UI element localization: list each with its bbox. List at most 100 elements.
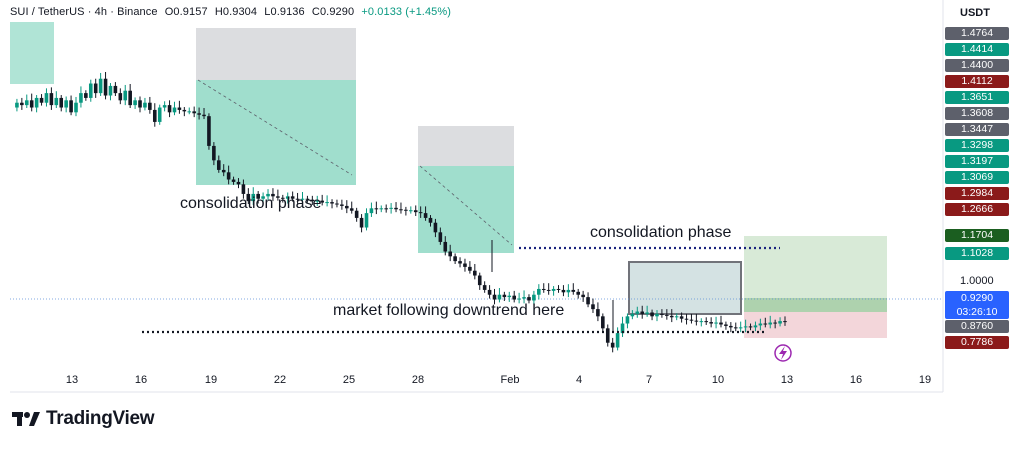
candle-body	[758, 323, 763, 326]
candle-body	[492, 294, 497, 300]
candle-body	[148, 102, 152, 110]
candle-body	[103, 78, 108, 96]
candle-body	[512, 295, 517, 300]
candle-body	[335, 203, 339, 205]
candle-body	[655, 313, 659, 317]
candles-layer	[15, 72, 787, 353]
symbol-label[interactable]: SUI / TetherUS · 4h · Binance	[10, 6, 158, 18]
candle-body	[226, 172, 231, 180]
candle-body	[487, 289, 492, 295]
candle-body	[413, 210, 418, 213]
candle-body	[310, 199, 315, 202]
trend-line-2	[419, 165, 513, 246]
candle-body	[753, 325, 758, 328]
candle-body	[625, 316, 630, 324]
candle-body	[295, 198, 300, 200]
zone-teal-2	[418, 166, 514, 253]
candle-body	[709, 322, 713, 324]
trend-line-1	[197, 79, 353, 176]
candle-body	[93, 83, 98, 94]
price-axis-label: 1.2984	[945, 187, 1009, 200]
candle-body	[679, 316, 684, 319]
candle-body	[453, 256, 457, 262]
candle-body	[556, 288, 561, 290]
candle-body	[39, 97, 44, 103]
candle-body	[379, 208, 384, 210]
candle-body	[133, 100, 137, 106]
candle-body	[167, 105, 172, 113]
candle-body	[576, 291, 581, 295]
candle-body	[108, 85, 113, 96]
candle-body	[364, 213, 369, 228]
price-axis-label: 1.1028	[945, 247, 1009, 260]
candle-body	[507, 295, 512, 298]
candle-body	[59, 97, 64, 108]
candle-body	[458, 261, 462, 264]
candle-body	[665, 314, 669, 316]
price-axis-label: 1.3447	[945, 123, 1009, 136]
candle-body	[216, 160, 221, 170]
overlays-layer	[142, 79, 792, 362]
candle-body	[674, 316, 679, 318]
candle-body	[128, 90, 132, 106]
candle-body	[162, 105, 167, 108]
close-value: C0.9290	[311, 6, 355, 18]
candle-body	[418, 212, 423, 214]
candle-body	[325, 202, 329, 204]
zone-teal-left	[10, 22, 54, 84]
candle-body	[561, 289, 566, 293]
candle-body	[187, 111, 192, 113]
time-tick-label: 22	[274, 374, 286, 386]
annotation-downtrend: market following downtrend here	[333, 302, 565, 319]
time-tick-label: 13	[781, 374, 793, 386]
candle-body	[571, 289, 576, 292]
candle-body	[20, 102, 24, 106]
time-tick-label: 28	[412, 374, 424, 386]
candle-body	[630, 313, 635, 317]
candle-body	[645, 312, 649, 314]
zone-stop	[744, 312, 887, 338]
time-tick-label: 19	[205, 374, 217, 386]
tradingview-logo[interactable]: TradingView	[12, 408, 155, 430]
candle-body	[689, 319, 694, 321]
bar-countdown: 03:26:10	[956, 306, 998, 318]
price-axis-label-plain: 1.0000	[960, 275, 994, 287]
current-price-badge: 0.9290 03:26:10	[945, 291, 1009, 319]
candle-body	[738, 327, 743, 329]
candle-body	[305, 198, 310, 200]
candle-body	[172, 107, 177, 113]
price-axis-label: 1.1704	[945, 229, 1009, 242]
candle-body	[768, 322, 773, 325]
candle-body	[177, 107, 182, 110]
lightning-icon-glyph	[779, 346, 787, 360]
candle-body	[280, 197, 285, 199]
currency-label[interactable]: USDT	[960, 7, 990, 19]
candle-body	[591, 304, 595, 310]
candle-body	[522, 297, 526, 299]
candle-body	[532, 294, 536, 301]
candle-body	[246, 193, 251, 202]
high-value: H0.9304	[214, 6, 258, 18]
candle-body	[596, 309, 600, 317]
candle-body	[345, 205, 349, 209]
candle-body	[748, 326, 753, 328]
candle-body	[409, 210, 413, 212]
candle-body	[610, 342, 615, 348]
candle-body	[660, 313, 664, 315]
time-tick-label: 10	[712, 374, 724, 386]
price-axis-label: 1.3298	[945, 139, 1009, 152]
open-value: O0.9157	[164, 6, 208, 18]
candle-body	[79, 93, 83, 103]
candle-body	[389, 207, 393, 209]
candle-body	[212, 145, 216, 161]
candle-body	[113, 85, 118, 94]
candle-body	[256, 193, 260, 199]
candle-body	[290, 196, 295, 199]
price-axis-label: 1.3069	[945, 171, 1009, 184]
candle-body	[463, 263, 467, 267]
candle-body	[349, 208, 354, 211]
candle-body	[404, 209, 408, 211]
candle-body	[704, 321, 709, 323]
candle-body	[517, 298, 521, 300]
